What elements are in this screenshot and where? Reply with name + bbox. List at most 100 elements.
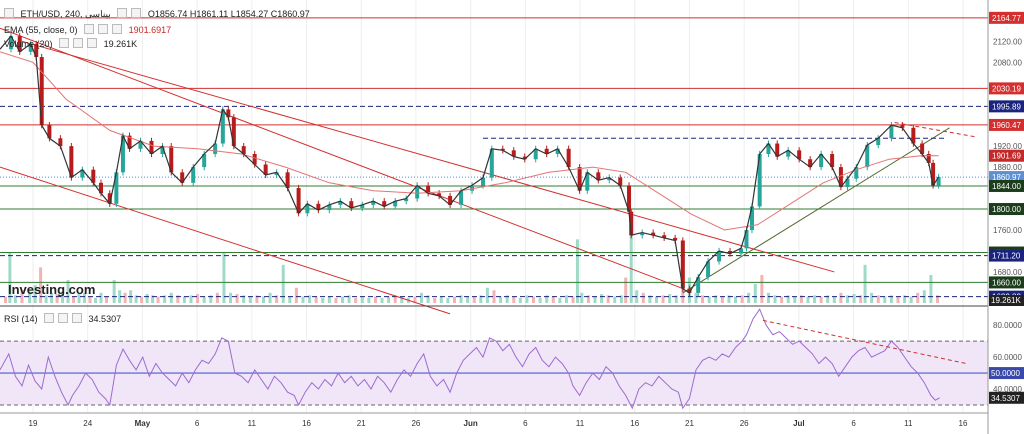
- settings-icon[interactable]: [98, 24, 109, 34]
- time-tick-label: 24: [83, 419, 92, 428]
- volume-tag-box: [989, 295, 1024, 306]
- price-tag-box: [989, 100, 1024, 113]
- eye-icon[interactable]: [59, 38, 70, 48]
- candle-body: [766, 143, 771, 154]
- volume-bar: [189, 295, 193, 303]
- volume-bar: [674, 295, 678, 303]
- price-tag-label: 1800.00: [992, 205, 1021, 214]
- candle-body: [263, 164, 268, 175]
- time-tick-label: 11: [576, 419, 585, 428]
- candle-body: [69, 146, 74, 178]
- candle-body: [80, 169, 85, 178]
- time-tick-label: 19: [29, 419, 38, 428]
- volume-bar: [72, 296, 76, 303]
- price-tick-label: 2080.00: [993, 58, 1022, 67]
- candle-body: [749, 206, 754, 230]
- settings-icon[interactable]: [73, 38, 84, 48]
- candle-body: [673, 237, 678, 241]
- volume-bar: [909, 296, 913, 303]
- rsi-axis: 80.0000 60.0000 40.0000 50.0000 34.5307: [989, 321, 1024, 404]
- volume-bar: [525, 295, 529, 303]
- price-tick-label: 1760.00: [993, 226, 1022, 235]
- time-tick-label: 16: [959, 419, 968, 428]
- candle-body: [900, 125, 905, 128]
- volume-bar: [571, 296, 575, 303]
- volume-bar: [235, 294, 239, 303]
- volume-bar: [242, 295, 246, 303]
- candle-body: [481, 177, 486, 186]
- close-icon[interactable]: [87, 38, 98, 48]
- close-icon[interactable]: [72, 313, 83, 323]
- volume-bar: [466, 296, 470, 303]
- candle-body: [911, 127, 916, 144]
- candle-body: [797, 150, 802, 160]
- candle-body: [651, 232, 656, 236]
- volume-bar: [876, 295, 880, 303]
- symbol-label: ETH/USD, 240, بيناسى: [20, 9, 111, 19]
- volume-bar: [327, 296, 331, 303]
- settings-icon[interactable]: [131, 8, 142, 18]
- candle-body: [739, 248, 743, 254]
- volume-bar: [575, 239, 579, 303]
- trendlines: [0, 27, 975, 315]
- volume-value: 19.261K: [103, 39, 138, 49]
- volume-bar: [28, 291, 32, 303]
- candle-body: [819, 154, 824, 168]
- volume-bar: [832, 296, 836, 303]
- volume-bar: [505, 295, 509, 303]
- price-tag-box: [989, 11, 1024, 24]
- eye-icon[interactable]: [44, 313, 55, 323]
- candle-body: [98, 182, 103, 194]
- volume-bar: [485, 287, 489, 303]
- volume-bar: [314, 296, 318, 303]
- volume-bar: [387, 296, 391, 303]
- price-tag-box: [989, 203, 1024, 216]
- volume-bar: [839, 292, 843, 303]
- candle-body: [316, 203, 321, 211]
- settings-icon[interactable]: [58, 313, 69, 323]
- candle-body: [28, 43, 33, 52]
- candle-body: [838, 167, 843, 188]
- candle-body: [687, 288, 692, 293]
- volume-bar: [99, 292, 103, 303]
- volume-bar: [55, 294, 59, 303]
- volume-bar: [753, 283, 757, 303]
- volume-bar: [707, 296, 711, 303]
- price-tick-label: 2120.00: [993, 37, 1022, 46]
- candle-body: [920, 143, 925, 154]
- eye-icon[interactable]: [84, 24, 95, 34]
- time-tick-label: 6: [523, 419, 528, 428]
- candle-body: [349, 201, 354, 208]
- candle-body: [448, 195, 453, 205]
- volume-bar: [545, 295, 549, 303]
- candle-body: [522, 156, 527, 160]
- volume-bar: [720, 296, 724, 303]
- volume-bar: [140, 296, 144, 303]
- ohlc-values: O1856.74 H1861.11 L1854.27 C1860.97: [147, 9, 310, 19]
- candle-body: [226, 109, 231, 118]
- close-icon[interactable]: [112, 24, 123, 34]
- volume-bar: [472, 296, 476, 303]
- price-tag-box: [989, 82, 1024, 95]
- eye-icon[interactable]: [117, 8, 128, 18]
- candle-body: [191, 167, 196, 183]
- collapse-icon[interactable]: [4, 8, 14, 18]
- volume-bar: [629, 233, 633, 303]
- volume-bar: [83, 292, 87, 303]
- candle-body: [91, 169, 96, 183]
- candle-body: [744, 230, 749, 249]
- candle-body: [876, 138, 881, 146]
- rsi-label: RSI (14): [4, 314, 38, 324]
- volume-bar: [229, 292, 233, 303]
- candle-body: [865, 145, 870, 168]
- volume-bar: [852, 294, 856, 303]
- price-tag-box: [989, 179, 1024, 192]
- rsi-tick-label: 40.0000: [993, 385, 1022, 394]
- volume-bar: [248, 296, 252, 303]
- rsi-current-tag-box: [989, 391, 1024, 404]
- candle-body: [58, 138, 63, 147]
- price-tag-box: [989, 249, 1024, 262]
- candle-body: [931, 162, 936, 186]
- candle-body: [706, 261, 711, 278]
- candle-body: [489, 148, 494, 178]
